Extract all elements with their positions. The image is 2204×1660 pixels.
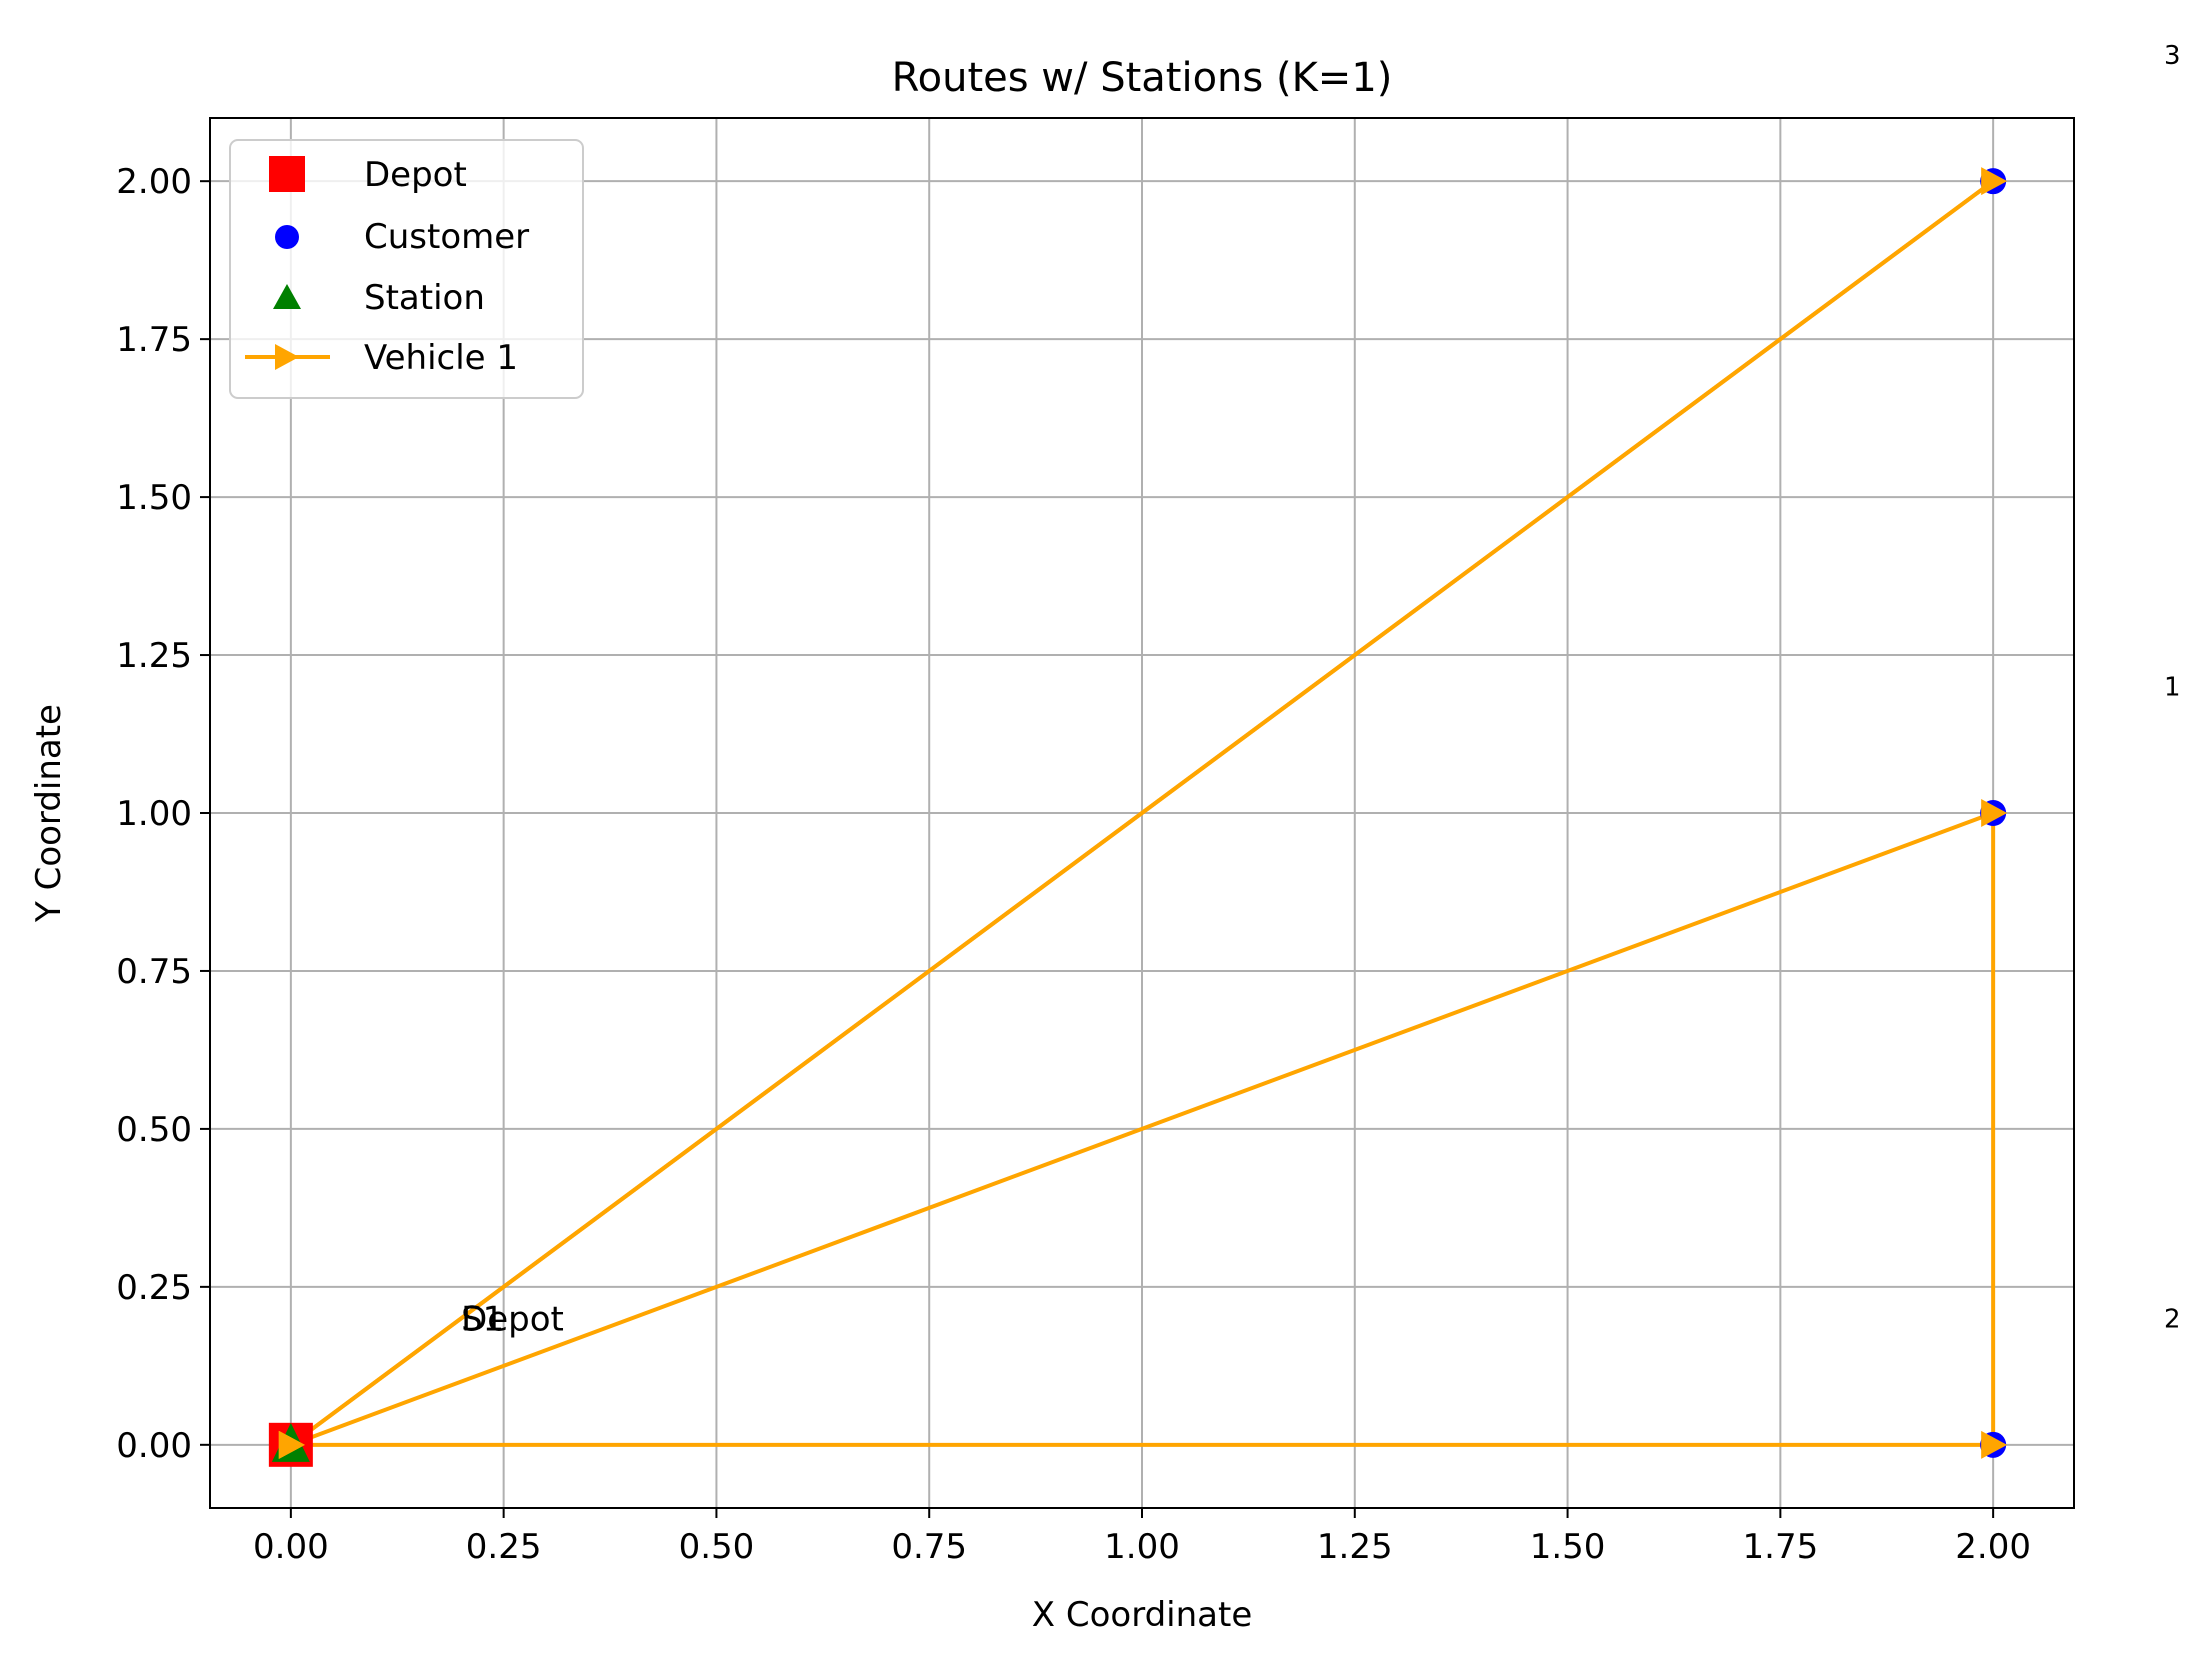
y-tick-label: 1.25: [116, 636, 192, 676]
legend-frame: [229, 139, 584, 399]
x-tick-label: 2.00: [1955, 1527, 2031, 1567]
point-label: Depot: [461, 1299, 564, 1339]
legend-label-station: Station: [364, 278, 485, 318]
x-tick-label: 1.00: [1104, 1527, 1180, 1567]
legend: Depot Customer Station Vehicle 1: [229, 139, 584, 399]
y-tick-label: 0.50: [116, 1110, 192, 1150]
margin-labels: 3 1 2: [2164, 41, 2181, 1335]
x-axis-ticks: 0.00 0.25 0.50 0.75 1.00 1.25 1.50 1.75 2.00: [253, 1508, 2031, 1567]
route-segment: [289, 179, 1995, 1447]
x-axis-label: X Coordinate: [1032, 1595, 1253, 1635]
y-tick-label: 0.00: [116, 1426, 192, 1466]
y-tick-label: 0.75: [116, 952, 192, 992]
x-tick-label: 0.25: [466, 1527, 542, 1567]
legend-station-triangle-icon: [273, 284, 301, 309]
y-tick-label: 1.00: [116, 794, 192, 834]
route-arrow-markers: [278, 167, 2008, 1459]
y-axis-ticks: 0.00 0.25 0.50 0.75 1.00 1.25 1.50 1.75 2.00: [116, 162, 210, 1466]
legend-label-depot: Depot: [364, 155, 467, 195]
margin-label: 2: [2164, 1304, 2181, 1334]
route-segment: [290, 811, 1994, 1447]
legend-customer-circle-icon: [275, 225, 299, 249]
point-label: S1: [461, 1299, 504, 1339]
x-tick-label: 0.00: [253, 1527, 329, 1567]
y-tick-label: 1.75: [116, 320, 192, 360]
legend-label-customer: Customer: [364, 217, 529, 257]
route-arrow-marker: [278, 1430, 305, 1459]
legend-vehicle-arrow-icon: [275, 344, 299, 370]
x-tick-label: 0.75: [891, 1527, 967, 1567]
route-arrow-marker: [1981, 167, 2008, 196]
margin-label: 1: [2164, 673, 2181, 703]
route-arrow-marker: [1981, 799, 2008, 827]
margin-label: 3: [2164, 41, 2181, 71]
y-tick-label: 0.25: [116, 1268, 192, 1308]
x-tick-label: 1.50: [1530, 1527, 1606, 1567]
legend-depot-square-icon: [269, 156, 305, 192]
x-tick-label: 1.75: [1743, 1527, 1819, 1567]
x-tick-label: 0.50: [679, 1527, 755, 1567]
y-axis-label: Y Coordinate: [29, 704, 69, 923]
y-tick-label: 2.00: [116, 162, 192, 202]
route-arrow-marker: [1981, 1430, 2008, 1459]
legend-label-vehicle-1: Vehicle 1: [364, 338, 518, 378]
y-tick-label: 1.50: [116, 478, 192, 518]
x-tick-label: 1.25: [1317, 1527, 1393, 1567]
chart-title: Routes w/ Stations (K=1): [892, 55, 1393, 101]
route-lines: [289, 179, 1996, 1447]
